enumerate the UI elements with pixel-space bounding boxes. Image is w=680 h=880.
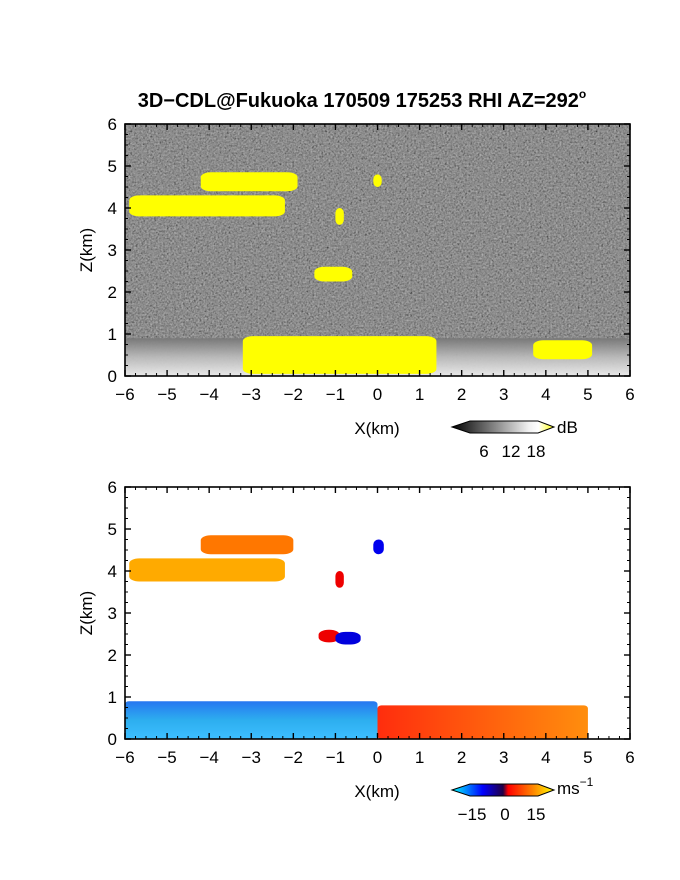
x-tick-label: 2 bbox=[457, 385, 466, 404]
x-tick-label: −6 bbox=[115, 385, 134, 404]
region-cloud-patch-pos bbox=[318, 629, 340, 643]
region-cloud-patch bbox=[373, 174, 382, 187]
y-tick-label: 4 bbox=[108, 199, 117, 218]
x-tick-label: 3 bbox=[499, 748, 508, 767]
region-cloud-layer bbox=[200, 172, 298, 192]
x-tick-label: 6 bbox=[625, 385, 634, 404]
y-tick-label: 3 bbox=[108, 604, 117, 623]
colorbar: ms−1 −15 0 15 bbox=[450, 775, 594, 824]
echo-regions bbox=[125, 172, 630, 376]
x-tick-label: −1 bbox=[326, 385, 345, 404]
region-cloud-patch bbox=[335, 571, 344, 588]
x-tick-label: −3 bbox=[242, 385, 261, 404]
colorbar-tick-label: 0 bbox=[500, 805, 509, 824]
noise-texture bbox=[125, 124, 630, 376]
y-tick-label: 2 bbox=[108, 283, 117, 302]
colorbar-bar bbox=[450, 783, 556, 797]
x-tick-label: −2 bbox=[284, 385, 303, 404]
x-tick-label: −6 bbox=[115, 748, 134, 767]
x-tick-label: 0 bbox=[373, 385, 382, 404]
x-tick-label: −4 bbox=[199, 748, 218, 767]
x-tick-label: −1 bbox=[326, 748, 345, 767]
region-cloud-layer bbox=[200, 535, 294, 555]
chart-title: 3D−CDL@Fukuoka 170509 175253 RHI AZ=292o bbox=[138, 87, 587, 112]
x-tick-label: 4 bbox=[541, 748, 550, 767]
y-tick-label: 6 bbox=[108, 478, 117, 497]
region-boundary-layer-neg bbox=[125, 701, 378, 739]
y-tick-label: 3 bbox=[108, 241, 117, 260]
region-cloud-patch-neg bbox=[373, 539, 384, 555]
x-tick-label: −4 bbox=[199, 385, 218, 404]
x-tick-label: 3 bbox=[499, 385, 508, 404]
x-tick-label: −3 bbox=[242, 748, 261, 767]
y-tick-label: 5 bbox=[108, 157, 117, 176]
colorbar-unit: ms−1 bbox=[557, 775, 594, 798]
colorbar: dB 6 12 18 bbox=[450, 418, 578, 461]
x-tick-label: 1 bbox=[415, 748, 424, 767]
region-strong-echo bbox=[242, 336, 437, 374]
region-cloud-layer bbox=[129, 195, 285, 217]
colorbar-unit: dB bbox=[557, 418, 578, 437]
region-cloud-layer bbox=[129, 558, 285, 582]
plot-background bbox=[125, 487, 630, 739]
colorbar-tick-label: 6 bbox=[479, 442, 488, 461]
region-strong-echo bbox=[533, 340, 593, 360]
x-tick-label: 4 bbox=[541, 385, 550, 404]
x-axis-label: X(km) bbox=[354, 782, 399, 801]
colorbar-bar bbox=[450, 420, 556, 434]
colorbar-tick-label: 12 bbox=[502, 442, 521, 461]
region-cloud-patch-neg bbox=[335, 631, 361, 645]
y-tick-label: 1 bbox=[108, 325, 117, 344]
y-tick-label: 1 bbox=[108, 688, 117, 707]
x-tick-label: 0 bbox=[373, 748, 382, 767]
axis-ticks: −6 −5 −4 −3 −2 −1 0 1 2 3 4 5 6 0 1 2 3 4 5 6 bbox=[108, 115, 635, 404]
colorbar-tick-label: −15 bbox=[458, 805, 487, 824]
region-cloud-patch bbox=[335, 208, 344, 225]
velocity-panel: −6 −5 −4 −3 −2 −1 0 1 2 3 4 5 6 0 1 2 3 4 5 6 X(km) Z(km) m… bbox=[77, 478, 635, 824]
y-tick-label: 6 bbox=[108, 115, 117, 134]
x-tick-label: 2 bbox=[457, 748, 466, 767]
x-tick-label: 5 bbox=[583, 385, 592, 404]
y-tick-label: 4 bbox=[108, 562, 117, 581]
y-axis-label: Z(km) bbox=[77, 591, 96, 635]
x-tick-label: 5 bbox=[583, 748, 592, 767]
y-tick-label: 2 bbox=[108, 646, 117, 665]
x-tick-label: −5 bbox=[157, 748, 176, 767]
x-tick-label: −2 bbox=[284, 748, 303, 767]
x-tick-label: 6 bbox=[625, 748, 634, 767]
colorbar-tick-label: 18 bbox=[527, 442, 546, 461]
x-tick-label: 1 bbox=[415, 385, 424, 404]
y-tick-label: 0 bbox=[108, 730, 117, 749]
velocity-regions bbox=[125, 535, 588, 739]
region-boundary-layer-pos bbox=[377, 705, 588, 739]
y-tick-label: 0 bbox=[108, 367, 117, 386]
colorbar-tick-label: 15 bbox=[527, 805, 546, 824]
y-tick-label: 5 bbox=[108, 520, 117, 539]
x-tick-label: −5 bbox=[157, 385, 176, 404]
axis-ticks: −6 −5 −4 −3 −2 −1 0 1 2 3 4 5 6 0 1 2 3 4 5 6 bbox=[108, 478, 635, 767]
region-cloud-patch bbox=[314, 266, 353, 282]
y-axis-label: Z(km) bbox=[77, 228, 96, 272]
x-axis-label: X(km) bbox=[354, 419, 399, 438]
